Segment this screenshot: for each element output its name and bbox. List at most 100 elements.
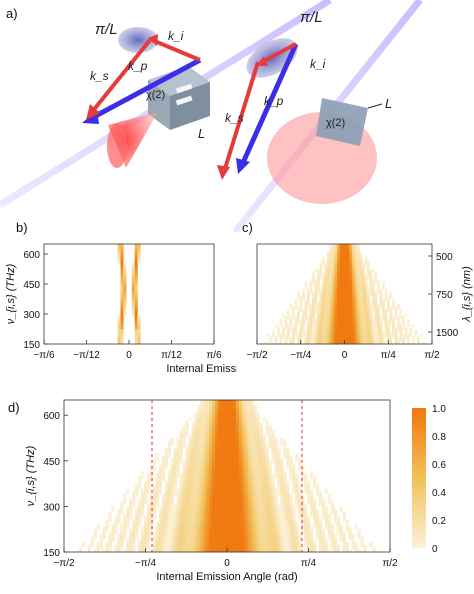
heatmap-cell — [250, 458, 254, 462]
heatmap-cell — [203, 455, 207, 459]
heatmap-cell — [179, 496, 183, 500]
heatmap-cell — [235, 476, 240, 479]
heatmap-cell — [372, 546, 376, 550]
heatmap-cell — [259, 478, 263, 482]
heatmap-cell — [265, 529, 269, 533]
heatmap-cell — [232, 445, 237, 449]
heatmap-cell — [209, 435, 213, 439]
heatmap-cell — [299, 306, 303, 310]
heatmap-cell — [298, 498, 302, 502]
heatmap-cell — [359, 324, 363, 327]
heatmap-cell — [167, 488, 171, 492]
heatmap-cell — [321, 514, 326, 517]
heatmap-cell — [179, 430, 183, 434]
heatmap-cell — [170, 529, 174, 533]
heatmap-cell — [229, 514, 234, 517]
heatmap-cell — [191, 514, 195, 517]
heatmap-cell — [241, 465, 246, 469]
heatmap-cell — [123, 526, 127, 530]
heatmap-cell — [250, 465, 254, 469]
heatmap-cell — [120, 331, 124, 335]
heatmap-cell — [307, 541, 311, 545]
heatmap-cell — [212, 412, 216, 416]
heatmap-cell — [164, 486, 169, 489]
heatmap-cell — [352, 264, 355, 267]
heatmap-cell — [244, 498, 249, 502]
heatmap-cell — [138, 483, 142, 487]
heatmap-cell — [87, 546, 91, 550]
heatmap-cell — [309, 549, 314, 553]
heatmap-cell — [203, 425, 207, 429]
heatmap-cell — [352, 256, 355, 260]
heatmap-cell — [379, 291, 383, 295]
heatmap-cell — [394, 339, 398, 342]
heatmap-cell — [250, 430, 254, 434]
heatmap-cell — [414, 329, 418, 332]
heatmap-cell — [369, 289, 373, 292]
heatmap-cell — [253, 470, 257, 474]
heatmap-cell — [215, 427, 219, 431]
heatmap-cell — [164, 519, 169, 522]
heatmap-cell — [244, 506, 249, 510]
heatmap-cell — [120, 246, 124, 250]
heatmap-cell — [120, 294, 124, 297]
heatmap-cell — [206, 493, 210, 497]
heatmap-cell — [232, 541, 237, 545]
heatmap-cell — [146, 524, 151, 527]
heatmap-cell — [141, 539, 145, 543]
heatmap-cell — [235, 407, 240, 411]
heatmap-cell — [229, 402, 234, 406]
heatmap-cell — [274, 514, 278, 517]
heatmap-cell — [352, 289, 355, 292]
heatmap-cell — [141, 544, 145, 548]
heatmap-cell — [327, 269, 330, 272]
heatmap-cell — [250, 415, 254, 419]
heatmap-cell — [206, 407, 210, 411]
heatmap-cell — [337, 256, 340, 260]
heatmap-cell — [262, 496, 266, 500]
heatmap-cell — [238, 443, 243, 446]
heatmap-cell — [292, 486, 296, 489]
heatmap-cell — [253, 544, 257, 548]
heatmap-cell — [322, 329, 325, 332]
heatmap-cell — [297, 339, 300, 342]
heatmap-cell — [250, 536, 254, 540]
heatmap-cell — [185, 519, 189, 522]
heatmap-cell — [324, 261, 328, 265]
heatmap-cell — [173, 460, 177, 464]
heatmap-cell — [259, 496, 263, 500]
heatmap-cell — [203, 501, 207, 505]
heatmap-cell — [218, 501, 222, 505]
heatmap-cell — [404, 336, 408, 340]
heatmap-cell — [235, 546, 240, 550]
heatmap-cell — [179, 450, 183, 454]
heatmap-cell — [182, 536, 186, 540]
heatmap-cell — [188, 435, 192, 439]
heatmap-cell — [362, 286, 365, 290]
heatmap-cell — [111, 508, 115, 512]
heatmap-cell — [179, 501, 183, 505]
heatmap-cell — [382, 306, 385, 310]
heatmap-cell — [200, 549, 204, 553]
heatmap-cell — [274, 539, 278, 543]
heatmap-cell — [253, 440, 257, 444]
heatmap-cell — [277, 508, 281, 512]
heatmap-cell — [161, 463, 166, 467]
heatmap-cell — [318, 526, 323, 530]
heatmap-cell — [224, 501, 228, 505]
heatmap-cell — [399, 334, 403, 337]
heatmap-cell — [357, 321, 360, 325]
heatmap-cell — [342, 264, 345, 267]
heatmap-cell — [342, 274, 345, 277]
heatmap-cell — [256, 453, 260, 457]
heatmap-cell — [167, 440, 171, 444]
heatmap-cell — [212, 521, 216, 525]
heatmap-cell — [334, 309, 338, 312]
heatmap-cell — [134, 264, 138, 267]
heatmap-cell — [312, 519, 317, 522]
heatmap-cell — [182, 493, 186, 497]
heatmap-cell — [158, 478, 163, 482]
heatmap-cell — [238, 501, 243, 505]
heatmap-cell — [265, 539, 269, 543]
heatmap-cell — [206, 498, 210, 502]
